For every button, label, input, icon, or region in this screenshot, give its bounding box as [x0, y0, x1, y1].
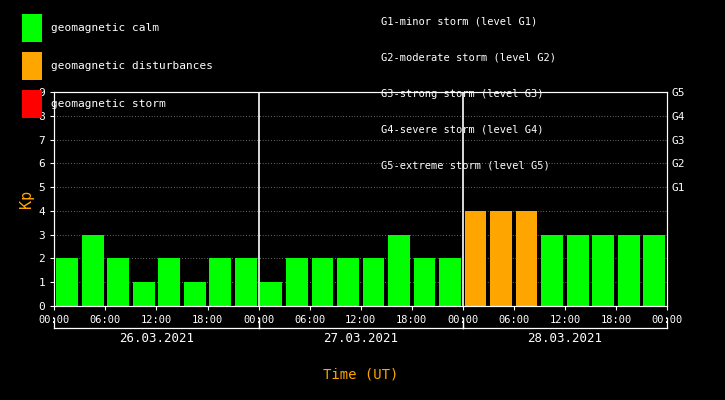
Text: geomagnetic calm: geomagnetic calm [51, 23, 159, 33]
Text: 26.03.2021: 26.03.2021 [119, 332, 194, 345]
Bar [337, 258, 359, 306]
Text: G2-moderate storm (level G2): G2-moderate storm (level G2) [381, 53, 555, 63]
Text: 27.03.2021: 27.03.2021 [323, 332, 398, 345]
Bar [490, 211, 512, 306]
Text: G5-extreme storm (level G5): G5-extreme storm (level G5) [381, 161, 550, 171]
Text: 28.03.2021: 28.03.2021 [527, 332, 602, 345]
Text: G3-strong storm (level G3): G3-strong storm (level G3) [381, 89, 543, 99]
Text: Time (UT): Time (UT) [323, 368, 398, 382]
Bar [235, 258, 257, 306]
Bar [515, 211, 537, 306]
Text: geomagnetic storm: geomagnetic storm [51, 99, 165, 109]
Bar [82, 235, 104, 306]
Text: G1-minor storm (level G1): G1-minor storm (level G1) [381, 17, 537, 27]
Bar [465, 211, 486, 306]
Bar [107, 258, 129, 306]
Y-axis label: Kp: Kp [20, 190, 34, 208]
Bar [286, 258, 307, 306]
Text: G4-severe storm (level G4): G4-severe storm (level G4) [381, 125, 543, 135]
Text: geomagnetic disturbances: geomagnetic disturbances [51, 61, 212, 71]
Bar [260, 282, 282, 306]
Bar [210, 258, 231, 306]
Bar [567, 235, 589, 306]
Bar [414, 258, 435, 306]
Bar [439, 258, 461, 306]
Bar [592, 235, 614, 306]
Bar [133, 282, 154, 306]
Bar [362, 258, 384, 306]
Bar [57, 258, 78, 306]
Bar [618, 235, 639, 306]
Bar [542, 235, 563, 306]
Bar [158, 258, 180, 306]
Bar [388, 235, 410, 306]
Bar [184, 282, 206, 306]
Bar [643, 235, 665, 306]
Bar [312, 258, 334, 306]
